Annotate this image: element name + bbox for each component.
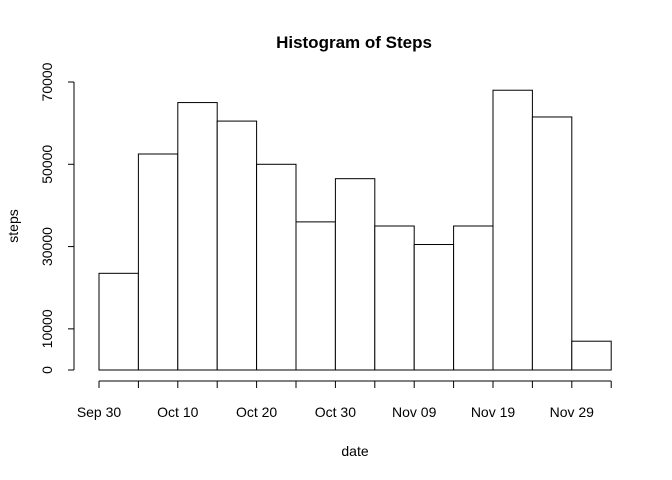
histogram-bar [98, 272, 139, 371]
x-tick-label: Oct 10 [157, 404, 198, 420]
y-tick-label: 30000 [39, 227, 55, 266]
histogram-bar [453, 225, 494, 371]
x-axis-label: date [341, 443, 368, 459]
y-axis: 0 10000 30000 50000 70000 [39, 62, 75, 374]
histogram-bar [531, 116, 573, 371]
y-tick-label: 70000 [39, 62, 55, 101]
y-tick-label: 10000 [39, 309, 55, 348]
x-tick-label: Nov 19 [471, 404, 516, 420]
histogram-bar [374, 225, 415, 371]
x-tick-label: Nov 09 [392, 404, 437, 420]
histogram-bar [256, 163, 297, 371]
x-tick-label: Sep 30 [77, 404, 122, 420]
x-tick-label: Nov 29 [550, 404, 595, 420]
chart-title: Histogram of Steps [276, 33, 432, 52]
histogram-bar [571, 340, 612, 371]
bars-group [98, 89, 612, 371]
x-tick-label: Oct 20 [236, 404, 277, 420]
histogram-bar [216, 120, 258, 371]
histogram-bar [413, 244, 455, 371]
histogram-bar [334, 178, 376, 371]
y-tick-label: 50000 [39, 145, 55, 184]
histogram-bar [137, 153, 179, 371]
histogram-bar [177, 102, 218, 371]
histogram-bar [295, 221, 336, 371]
y-tick-label: 0 [39, 366, 55, 374]
y-axis-label: steps [5, 209, 21, 242]
x-tick-label: Oct 30 [315, 404, 356, 420]
histogram-bar [492, 89, 533, 371]
x-axis: Sep 30 Oct 10 Oct 20 Oct 30 Nov 09 Nov 19 Nov … [77, 380, 612, 420]
